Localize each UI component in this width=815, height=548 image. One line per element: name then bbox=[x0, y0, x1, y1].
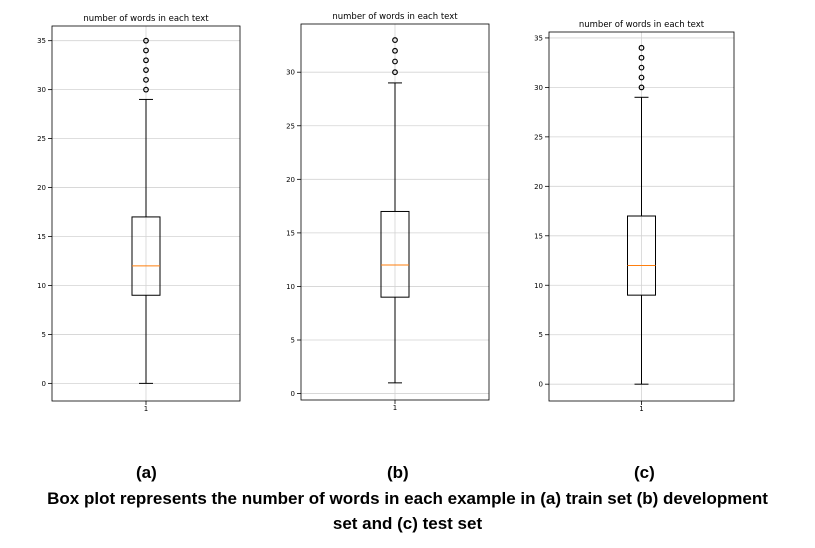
y-tick-label: 10 bbox=[37, 282, 46, 290]
y-tick-label: 25 bbox=[37, 135, 46, 143]
x-tick-label: 1 bbox=[639, 405, 643, 413]
y-tick-label: 10 bbox=[534, 282, 543, 290]
iqr-box bbox=[627, 215, 656, 296]
outlier-point bbox=[638, 64, 645, 71]
outlier-point bbox=[638, 54, 645, 61]
figure-caption-line-1: Box plot represents the number of words … bbox=[47, 489, 768, 508]
outlier-point bbox=[392, 47, 398, 54]
subplot-1: 0 5 10 15 20 25 30 35 1 number of words in each t… bbox=[37, 14, 241, 413]
figure-caption-line-2: set and (c) test set bbox=[332, 514, 483, 533]
iqr-box bbox=[131, 216, 161, 296]
outlier-point bbox=[143, 57, 149, 64]
outlier-point bbox=[638, 74, 645, 81]
y-tick-label: 0 bbox=[539, 381, 543, 389]
y-tick-label: 20 bbox=[534, 183, 543, 191]
y-tick-label: 30 bbox=[37, 86, 46, 94]
y-tick-label: 10 bbox=[286, 283, 295, 291]
y-tick-label: 5 bbox=[291, 337, 295, 345]
subplot-label-b: (b) bbox=[387, 463, 409, 482]
subplot-title: number of words in each text bbox=[579, 20, 705, 30]
subplot-title: number of words in each text bbox=[83, 14, 209, 24]
y-tick-label: 5 bbox=[539, 331, 543, 339]
x-tick-label: 1 bbox=[393, 404, 397, 412]
y-tick-label: 20 bbox=[37, 184, 46, 192]
outlier-point bbox=[638, 44, 645, 51]
outlier-point bbox=[392, 37, 398, 43]
y-tick-label: 0 bbox=[42, 380, 46, 388]
outlier-point bbox=[392, 69, 398, 76]
x-tick-label: 1 bbox=[144, 405, 148, 413]
outlier-point bbox=[638, 84, 645, 91]
outlier-point bbox=[392, 58, 398, 65]
subplot-2: 0 5 10 15 20 25 30 1 number of words in each tex… bbox=[286, 12, 490, 412]
subplot-label-c: (c) bbox=[634, 463, 655, 482]
y-tick-label: 15 bbox=[286, 229, 295, 237]
subplot-label-a: (a) bbox=[136, 463, 157, 482]
outlier-point bbox=[143, 86, 149, 93]
y-tick-label: 5 bbox=[42, 331, 46, 339]
y-tick-label: 25 bbox=[534, 133, 543, 141]
subplot-title: number of words in each text bbox=[332, 12, 458, 22]
y-tick-label: 15 bbox=[534, 232, 543, 240]
y-tick-label: 35 bbox=[534, 34, 543, 42]
y-tick-label: 35 bbox=[37, 37, 46, 45]
outlier-point bbox=[143, 67, 149, 73]
iqr-box bbox=[380, 210, 410, 298]
subplot-3: 0 5 10 15 20 25 30 35 1 number of words in each t… bbox=[534, 20, 735, 413]
outlier-point bbox=[143, 76, 149, 83]
y-tick-label: 30 bbox=[286, 69, 295, 77]
y-tick-label: 25 bbox=[286, 122, 295, 130]
y-tick-label: 0 bbox=[291, 390, 295, 398]
outlier-point bbox=[143, 47, 149, 54]
y-tick-label: 15 bbox=[37, 233, 46, 241]
outlier-point bbox=[143, 37, 149, 44]
y-tick-label: 20 bbox=[286, 176, 295, 184]
y-tick-label: 30 bbox=[534, 84, 543, 92]
